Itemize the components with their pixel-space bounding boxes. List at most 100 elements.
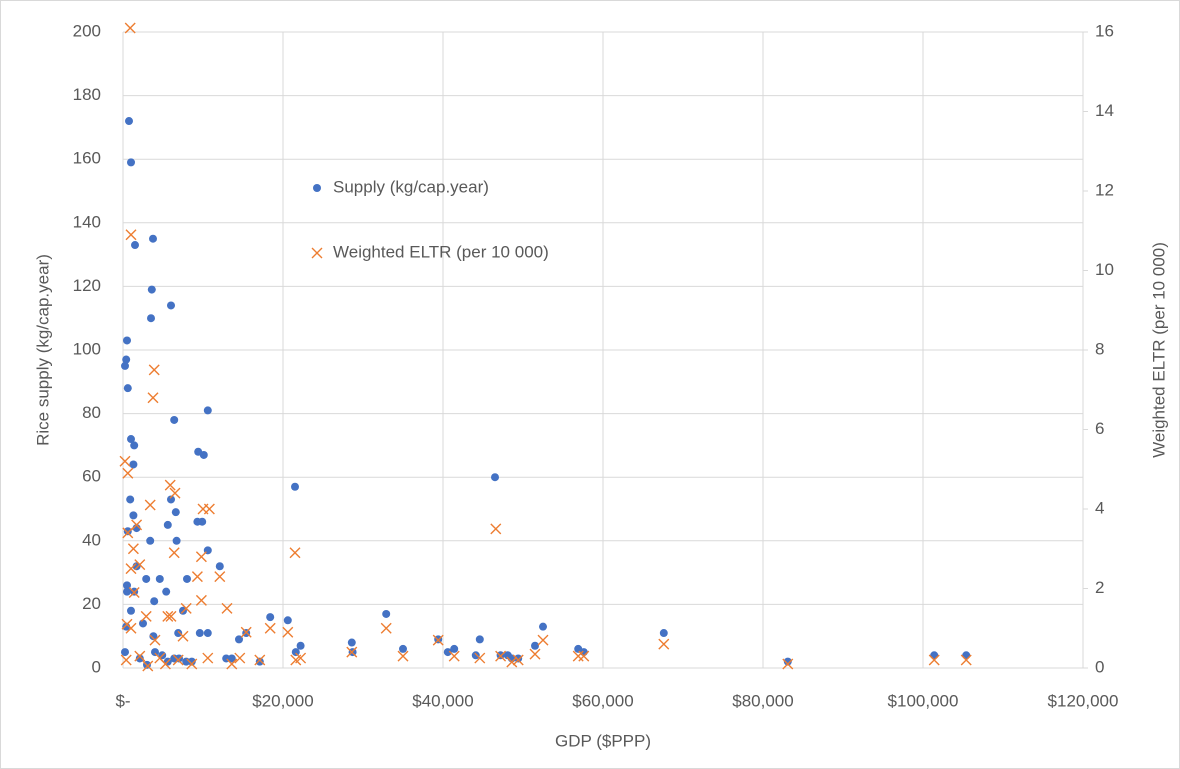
x-marker xyxy=(128,586,140,598)
dot-marker xyxy=(123,384,132,393)
y2-tick-label: 10 xyxy=(1095,260,1114,279)
x-axis-label: GDP ($PPP) xyxy=(555,731,651,750)
dot-marker xyxy=(266,613,275,622)
dot-marker xyxy=(121,361,129,370)
x-marker xyxy=(254,654,266,666)
y-tick-label: 40 xyxy=(82,530,101,549)
dot-marker xyxy=(122,355,131,364)
y-tick-label: 140 xyxy=(73,212,101,231)
dot-marker xyxy=(127,606,135,615)
x-marker xyxy=(186,658,198,670)
x-marker xyxy=(240,626,252,638)
x-marker xyxy=(122,527,134,539)
dot-marker xyxy=(450,644,459,653)
x-marker xyxy=(264,622,276,634)
dot-marker xyxy=(195,629,204,638)
x-marker xyxy=(125,229,137,241)
dot-marker xyxy=(203,406,212,415)
y2-tick-label: 0 xyxy=(1095,657,1104,676)
dot-marker xyxy=(491,473,499,482)
x-marker xyxy=(506,656,518,668)
dot-marker xyxy=(146,536,155,545)
dot-marker xyxy=(296,641,305,650)
x-marker xyxy=(119,455,131,467)
dot-marker xyxy=(255,657,264,666)
dot-marker xyxy=(514,654,523,663)
x-marker xyxy=(172,654,184,666)
y-tick-label: 60 xyxy=(82,467,101,486)
dot-marker xyxy=(123,527,132,536)
dot-marker xyxy=(659,629,668,638)
x-marker xyxy=(140,610,152,622)
y2-tick-label: 12 xyxy=(1095,180,1114,199)
dot-marker xyxy=(183,574,191,583)
x-marker xyxy=(380,622,392,634)
y2-tick-label: 6 xyxy=(1095,419,1104,438)
x-marker xyxy=(124,22,136,34)
x-marker xyxy=(131,519,143,531)
x-marker xyxy=(474,652,486,664)
y2-tick-label: 8 xyxy=(1095,339,1104,358)
x-marker xyxy=(282,626,294,638)
legend-label: Supply (kg/cap.year) xyxy=(333,177,489,196)
x-marker xyxy=(572,650,584,662)
dot-marker xyxy=(283,616,292,625)
dot-marker xyxy=(127,435,135,444)
x-marker xyxy=(165,610,177,622)
dot-marker xyxy=(198,517,207,526)
x-tick-label: $100,000 xyxy=(888,691,959,710)
dot-marker xyxy=(443,648,452,657)
y-tick-label: 100 xyxy=(73,339,101,358)
dot-marker xyxy=(227,654,236,663)
x-tick-label: $80,000 xyxy=(732,691,793,710)
x-marker xyxy=(512,654,524,666)
x-marker xyxy=(234,652,246,664)
x-marker xyxy=(221,602,233,614)
dot-marker xyxy=(142,574,151,583)
x-marker xyxy=(164,479,176,491)
x-marker xyxy=(125,563,137,575)
x-marker xyxy=(134,650,146,662)
x-marker xyxy=(121,618,133,630)
dot-marker xyxy=(215,562,224,571)
dot-marker xyxy=(147,314,155,323)
dot-marker xyxy=(130,441,139,450)
x-marker xyxy=(149,634,161,646)
dot-marker xyxy=(126,495,135,504)
dot-marker xyxy=(579,648,588,657)
x-marker xyxy=(432,634,444,646)
x-tick-label: $- xyxy=(115,691,130,710)
dot-marker xyxy=(291,482,299,491)
dot-marker xyxy=(382,609,391,618)
x-marker xyxy=(537,634,549,646)
dot-marker xyxy=(531,641,539,650)
x-marker xyxy=(147,392,159,404)
dot-marker xyxy=(199,450,208,459)
y-tick-label: 120 xyxy=(73,276,101,295)
y-tick-label: 180 xyxy=(73,85,101,104)
x-marker xyxy=(346,646,358,658)
y-tick-label: 20 xyxy=(82,594,101,613)
x-marker xyxy=(195,551,207,563)
x-marker xyxy=(180,602,192,614)
y-tick-label: 200 xyxy=(73,21,101,40)
dot-marker xyxy=(149,234,157,243)
dot-marker xyxy=(147,285,156,294)
legend-marker xyxy=(313,184,321,192)
x-marker xyxy=(195,594,207,606)
dot-marker xyxy=(121,648,129,657)
dot-marker xyxy=(125,117,133,126)
dot-marker xyxy=(163,520,172,529)
dot-marker xyxy=(203,629,212,638)
x-marker xyxy=(177,630,189,642)
legend-label: Weighted ELTR (per 10 000) xyxy=(333,242,549,261)
y-tick-label: 160 xyxy=(73,149,101,168)
x-marker xyxy=(202,652,214,664)
dot-marker xyxy=(174,629,183,638)
y2-tick-label: 4 xyxy=(1095,498,1104,517)
dot-marker xyxy=(139,619,147,628)
x-marker xyxy=(214,571,226,583)
x-marker xyxy=(144,499,156,511)
dot-marker xyxy=(129,460,138,469)
